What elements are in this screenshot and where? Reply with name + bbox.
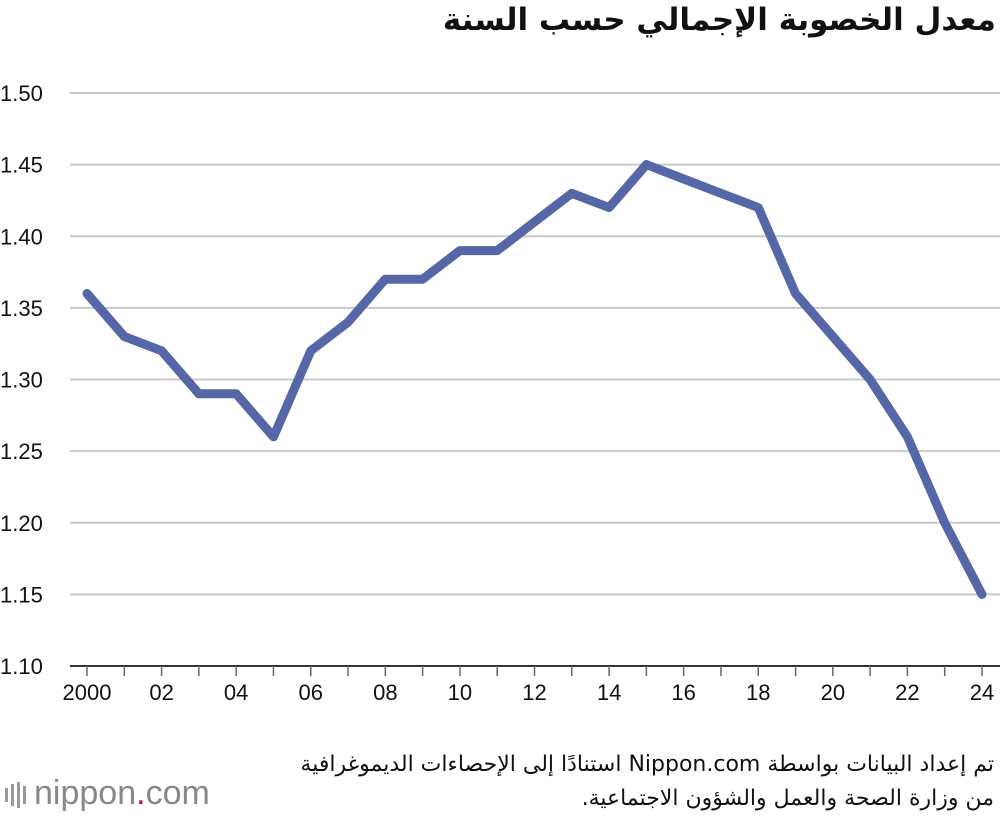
data-point: [198, 393, 200, 395]
x-tick-label: 12: [522, 680, 546, 705]
chart-title: معدل الخصوبة الإجمالي حسب السنة: [442, 2, 996, 38]
data-point: [571, 192, 573, 194]
data-point: [869, 379, 871, 380]
gridlines: [70, 92, 1000, 596]
data-point: [683, 178, 685, 180]
y-tick-label: 1.15: [0, 582, 43, 607]
data-point: [384, 278, 386, 280]
y-tick-label: 1.10: [0, 654, 43, 679]
data-point: [534, 221, 535, 223]
y-axis-ticks: 1.10 1.15 1.20 1.25 1.30 1.35 1.40 1.45 1.50: [0, 81, 43, 679]
x-tick-label: 14: [597, 680, 621, 705]
data-point: [86, 293, 88, 295]
y-tick-label: 1.30: [0, 368, 43, 393]
y-tick-label: 1.25: [0, 439, 43, 464]
data-point: [832, 336, 834, 338]
x-tick-label: 02: [149, 680, 173, 705]
x-tick-label: 22: [895, 680, 919, 705]
data-point: [161, 350, 163, 352]
data-point: [235, 393, 237, 395]
data-point: [310, 350, 312, 352]
nippon-logo: nippon.com: [34, 774, 210, 813]
data-point: [422, 278, 424, 280]
y-tick-label: 1.45: [0, 153, 43, 178]
source-line-1: تم إعداد البيانات بواسطة Nippon.com استن…: [300, 752, 994, 777]
y-tick-label: 1.50: [0, 81, 43, 106]
logo-text-dot: .: [136, 774, 146, 812]
series: [82, 160, 987, 599]
x-axis-ticks: 2000 02 04 06 08 10 12 14 16 18 20 22 24: [63, 680, 995, 705]
data-point: [496, 250, 498, 252]
line-chart: 1.101.151.201.251.301.351.401.451.50 200…: [0, 81, 1000, 705]
x-tick-label: 2000: [63, 680, 112, 705]
logo-text-com: com: [145, 774, 210, 812]
data-point: [459, 250, 461, 252]
source-note: تم إعداد البيانات بواسطة Nippon.com استن…: [300, 748, 994, 816]
data-point: [906, 436, 908, 438]
y-tick-label: 1.40: [0, 224, 43, 249]
x-tick-label: 20: [821, 680, 845, 705]
data-point: [645, 164, 647, 166]
x-tick-label: 16: [671, 680, 695, 705]
data-point: [272, 436, 274, 438]
data-point: [347, 321, 349, 323]
data-point: [720, 192, 722, 194]
logo-text-main: nippon: [34, 774, 137, 812]
data-point: [757, 207, 759, 209]
x-tick-label: 08: [373, 680, 397, 705]
source-line-2: من وزارة الصحة والعمل والشؤون الاجتماعية…: [581, 786, 994, 811]
nippon-logo-icon: [5, 782, 26, 808]
data-point: [123, 336, 125, 338]
x-tick-label: 24: [970, 680, 994, 705]
x-tick-label: 06: [299, 680, 323, 705]
data-point: [795, 293, 797, 295]
x-axis: [70, 665, 1000, 676]
data-point: [608, 207, 610, 209]
x-tick-label: 10: [448, 680, 472, 705]
y-tick-label: 1.35: [0, 296, 43, 321]
x-tick-label: 18: [746, 680, 770, 705]
y-tick-label: 1.20: [0, 511, 43, 536]
data-point: [944, 522, 946, 524]
x-tick-label: 04: [224, 680, 248, 705]
data-point: [981, 593, 983, 595]
